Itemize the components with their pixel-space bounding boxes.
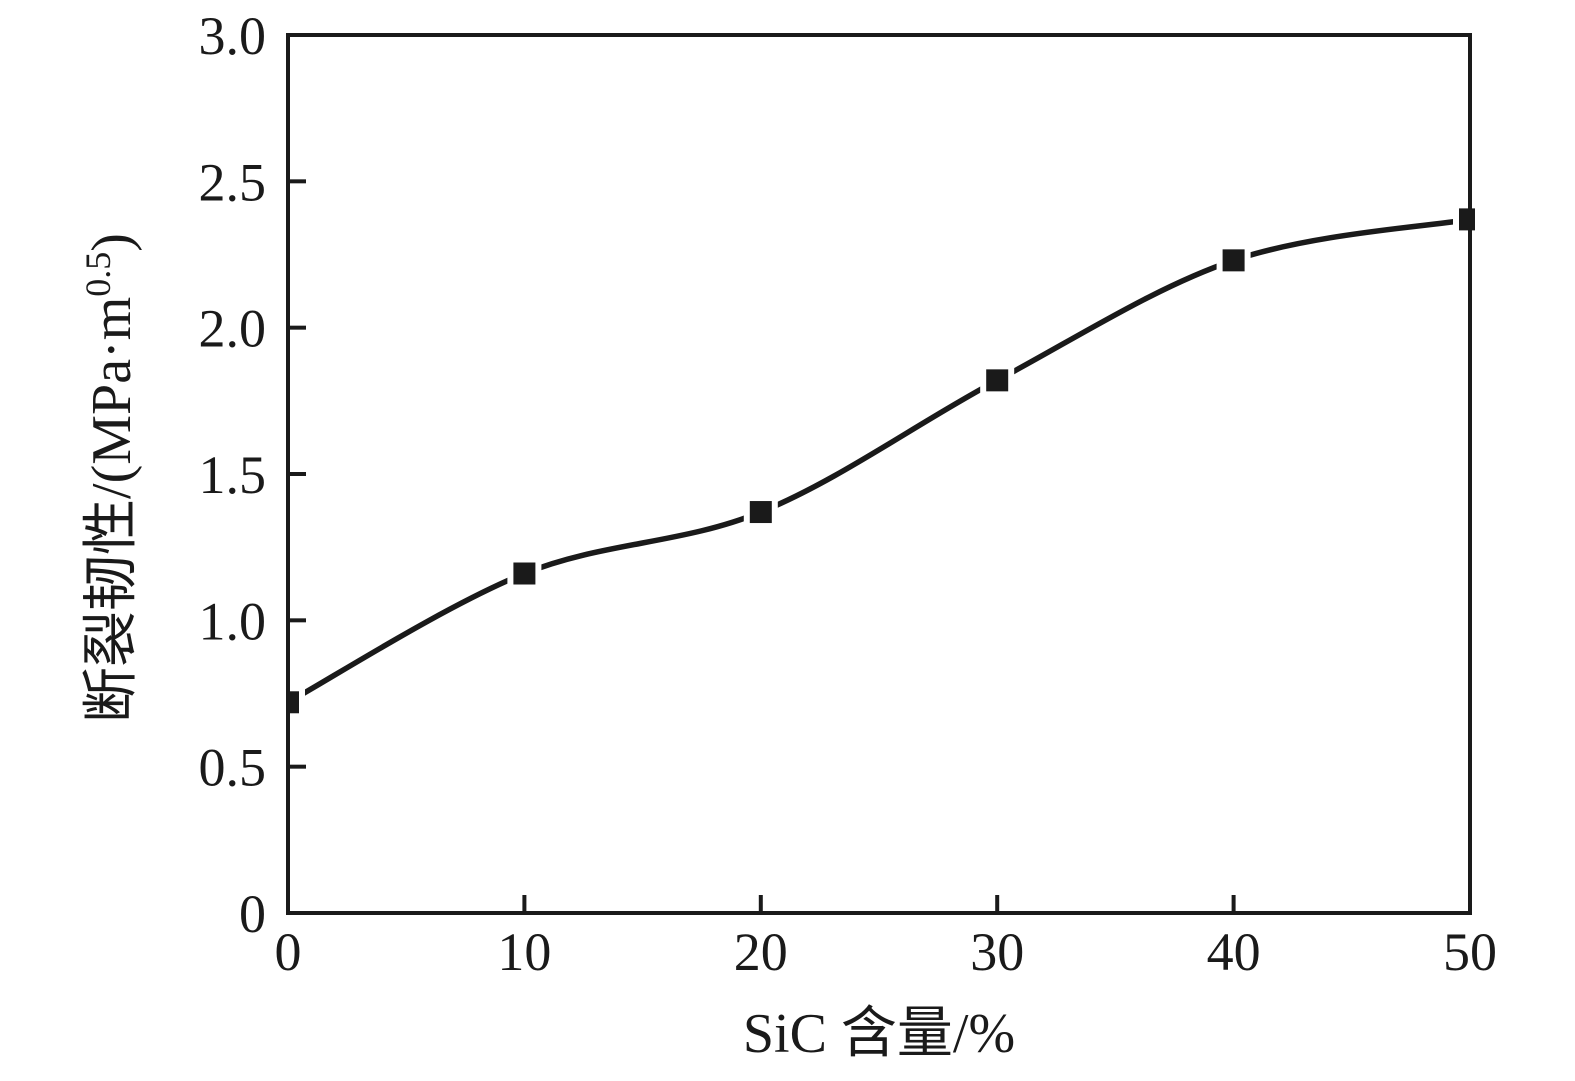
x-tick-label-30: 30 — [970, 922, 1024, 982]
y-tick-label-0.5: 0.5 — [199, 738, 267, 798]
y-tick-label-2.5: 2.5 — [199, 152, 267, 212]
axis-frame — [286, 33, 1472, 915]
data-point-marker-30 — [986, 369, 1009, 392]
axis-ticks — [286, 33, 1472, 915]
y-tick-label-3: 3.0 — [199, 6, 267, 66]
data-point-marker-40 — [1222, 249, 1245, 272]
y-tick-label-1: 1.0 — [199, 591, 267, 651]
data-curve — [288, 216, 1471, 705]
x-tick-label-20: 20 — [734, 922, 788, 982]
y-tick-label-2: 2.0 — [199, 299, 267, 359]
y-tick-label-0: 0 — [239, 884, 266, 944]
data-point-marker-20 — [749, 501, 772, 524]
y-tick-label-1.5: 1.5 — [199, 445, 267, 505]
x-tick-label-40: 40 — [1207, 922, 1261, 982]
data-point-marker-10 — [513, 562, 536, 585]
data-point-marker-0 — [288, 691, 299, 714]
x-axis-title: SiC 含量/% — [743, 1003, 1015, 1065]
plot-area — [288, 202, 1475, 720]
x-tick-label-10: 10 — [497, 922, 551, 982]
y-axis-title: 断裂韧性/(MPa·m0.5) — [78, 233, 143, 723]
x-tick-label-50: 50 — [1443, 922, 1497, 982]
tick-labels: 0 10 20 30 40 50 0 0.5 1.0 1.5 2.0 2.5 3.0 — [199, 6, 1498, 982]
x-tick-label-0: 0 — [275, 922, 302, 982]
